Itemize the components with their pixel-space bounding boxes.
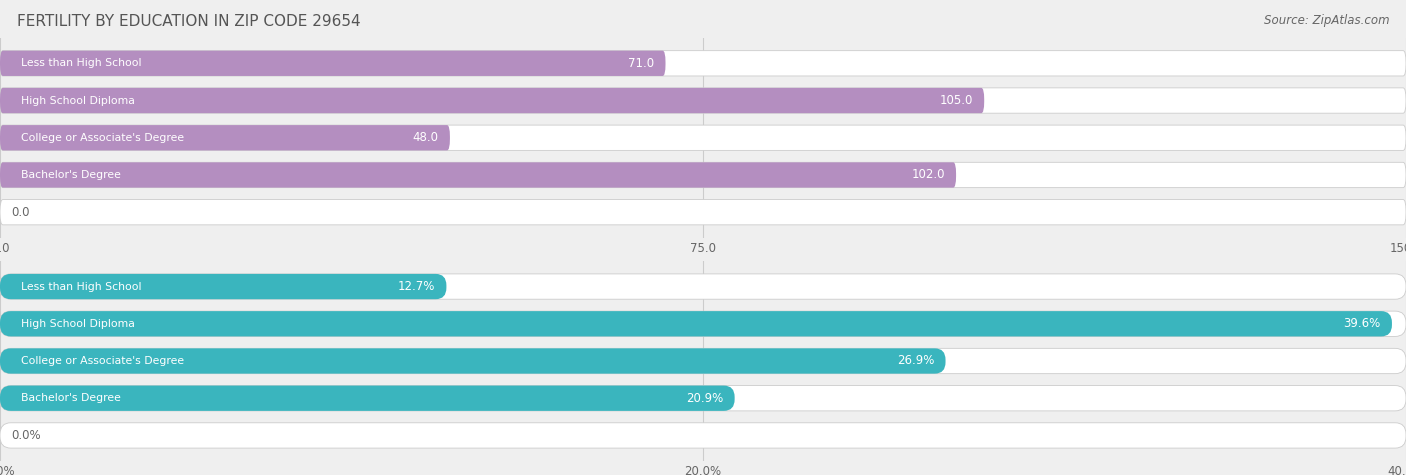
FancyBboxPatch shape [0, 51, 1406, 76]
Text: High School Diploma: High School Diploma [21, 95, 135, 105]
Text: 0.0: 0.0 [11, 206, 30, 219]
FancyBboxPatch shape [0, 200, 1406, 225]
Text: 26.9%: 26.9% [897, 354, 934, 368]
FancyBboxPatch shape [0, 348, 1406, 374]
FancyBboxPatch shape [0, 386, 734, 411]
FancyBboxPatch shape [0, 423, 1406, 448]
FancyBboxPatch shape [0, 162, 1406, 188]
FancyBboxPatch shape [0, 125, 1406, 151]
FancyBboxPatch shape [0, 162, 956, 188]
Text: Less than High School: Less than High School [21, 58, 142, 68]
Text: Bachelor's Degree: Bachelor's Degree [21, 170, 121, 180]
Text: High School Diploma: High School Diploma [21, 319, 135, 329]
Text: 71.0: 71.0 [628, 57, 654, 70]
FancyBboxPatch shape [0, 88, 1406, 113]
FancyBboxPatch shape [0, 274, 1406, 299]
Text: 105.0: 105.0 [939, 94, 973, 107]
FancyBboxPatch shape [0, 88, 984, 113]
Text: 102.0: 102.0 [911, 169, 945, 181]
Text: Graduate Degree: Graduate Degree [21, 430, 115, 440]
Text: 0.0%: 0.0% [11, 429, 41, 442]
Text: Graduate Degree: Graduate Degree [21, 207, 115, 217]
Text: Bachelor's Degree: Bachelor's Degree [21, 393, 121, 403]
FancyBboxPatch shape [0, 348, 945, 374]
FancyBboxPatch shape [0, 311, 1392, 336]
Text: 39.6%: 39.6% [1344, 317, 1381, 330]
FancyBboxPatch shape [0, 386, 1406, 411]
Text: 12.7%: 12.7% [398, 280, 434, 293]
Text: Source: ZipAtlas.com: Source: ZipAtlas.com [1264, 14, 1389, 27]
FancyBboxPatch shape [0, 125, 450, 151]
Text: College or Associate's Degree: College or Associate's Degree [21, 356, 184, 366]
Text: College or Associate's Degree: College or Associate's Degree [21, 133, 184, 143]
Text: 20.9%: 20.9% [686, 392, 723, 405]
Text: Less than High School: Less than High School [21, 282, 142, 292]
Text: 48.0: 48.0 [413, 131, 439, 144]
FancyBboxPatch shape [0, 51, 665, 76]
FancyBboxPatch shape [0, 311, 1406, 336]
Text: FERTILITY BY EDUCATION IN ZIP CODE 29654: FERTILITY BY EDUCATION IN ZIP CODE 29654 [17, 14, 360, 29]
FancyBboxPatch shape [0, 274, 447, 299]
